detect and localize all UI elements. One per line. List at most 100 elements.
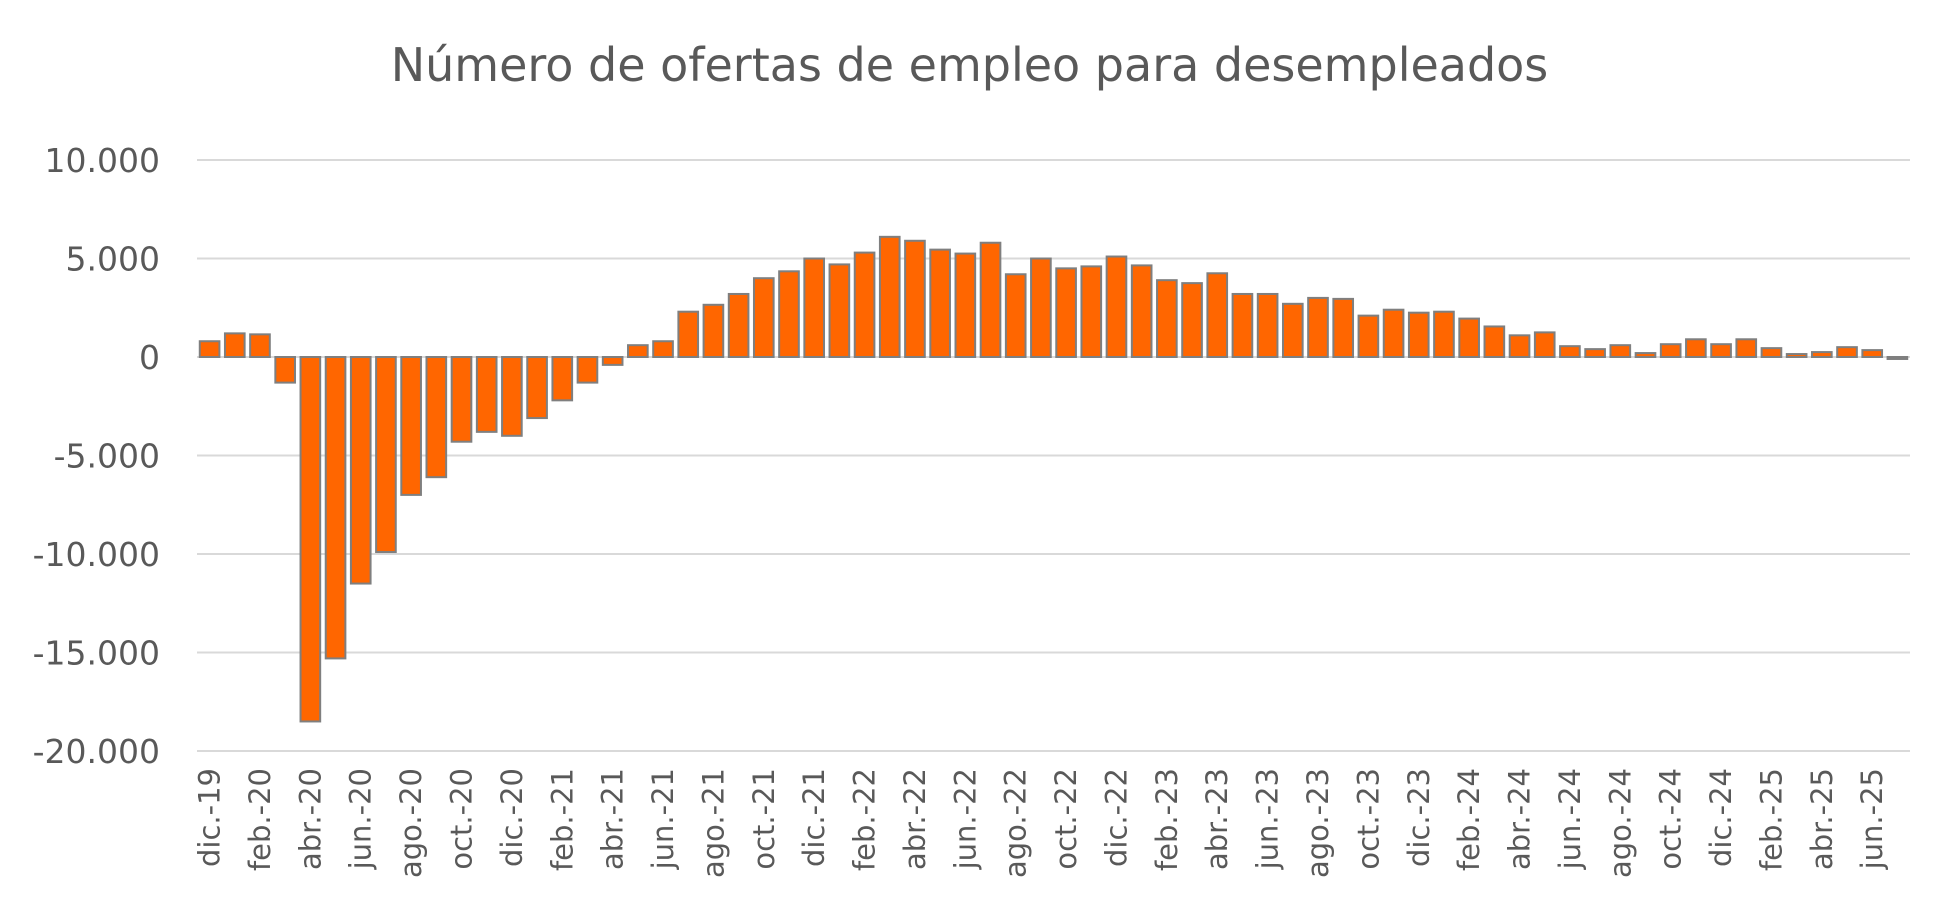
- bar-sep.-22: [1030, 257, 1052, 358]
- bar-dic.-24: [1710, 343, 1732, 359]
- y-tick-label: 0: [139, 338, 160, 377]
- y-tick-label: -5.000: [54, 437, 160, 476]
- bar-ene.-22: [828, 263, 851, 358]
- chart-title: Número de ofertas de empleo para desempl…: [390, 38, 1549, 92]
- bar-sep.-21: [727, 292, 750, 358]
- y-tick-label: -15.000: [33, 634, 160, 673]
- bar-feb.-24: [1458, 317, 1480, 358]
- bar-jun.-25: [1861, 349, 1884, 359]
- bar-jun.-23: [1256, 292, 1279, 358]
- y-tick-label: 10.000: [45, 141, 160, 180]
- bar-abr.-23: [1206, 272, 1229, 358]
- y-tick-label: 5.000: [66, 240, 160, 279]
- bar-dic.-23: [1407, 311, 1430, 358]
- bar-may.-20: [324, 356, 347, 660]
- bar-feb.-22: [853, 251, 876, 358]
- bar-ene.-23: [1130, 264, 1153, 358]
- bar-oct.-21: [752, 277, 775, 359]
- x-tick-label: jun.-24: [1553, 768, 1587, 870]
- x-tick-label: ago.-22: [999, 768, 1033, 878]
- x-tick-label: ago.-21: [696, 768, 730, 878]
- bar-ene.-25: [1735, 338, 1758, 358]
- x-tick-label: jun.-20: [344, 768, 378, 870]
- bar-ene.-24: [1433, 310, 1455, 359]
- bar-jun.-22: [954, 252, 977, 358]
- bar-mar.-24: [1483, 325, 1506, 358]
- x-tick-label: feb.-24: [1452, 768, 1486, 871]
- bar-jul.-22: [979, 241, 1002, 359]
- bar-jun.-24: [1559, 345, 1581, 359]
- bar-dic.-19: [198, 340, 221, 358]
- bar-feb.-21: [551, 356, 574, 402]
- x-tick-label: jun.-23: [1251, 768, 1285, 870]
- bar-oct.-24: [1659, 343, 1682, 359]
- x-tick-label: jun.-21: [646, 768, 680, 870]
- bar-may.-24: [1533, 331, 1556, 358]
- bar-ago.-24: [1609, 344, 1632, 358]
- bar-nov.-24: [1685, 338, 1707, 358]
- bar-nov.-20: [475, 356, 498, 433]
- x-tick-label: abr.-20: [293, 768, 327, 870]
- x-tick-label: jun.-22: [948, 768, 982, 870]
- x-tick-label: feb.-25: [1754, 768, 1788, 871]
- bar-feb.-20: [249, 333, 271, 359]
- bar-jun.-21: [652, 340, 674, 358]
- bar-nov.-21: [778, 270, 800, 358]
- bar-nov.-22: [1080, 265, 1103, 359]
- bar-sep.-23: [1332, 297, 1355, 359]
- x-tick-label: jun.-25: [1855, 768, 1889, 870]
- y-tick-label: -10.000: [33, 535, 160, 574]
- x-tick-label: abr.-21: [596, 768, 630, 870]
- x-tick-label: abr.-24: [1503, 768, 1537, 870]
- bar-abr.-21: [601, 356, 624, 366]
- bar-mar.-21: [576, 356, 599, 384]
- x-tick-label: dic.-24: [1704, 768, 1738, 867]
- bar-abr.-22: [904, 239, 926, 359]
- x-tick-label: feb.-23: [1150, 768, 1184, 871]
- bar-may.-23: [1231, 292, 1254, 358]
- bar-jul.-20: [375, 356, 397, 554]
- bar-dic.-20: [501, 356, 523, 437]
- x-tick-label: abr.-22: [898, 768, 932, 870]
- bar-abr.-20: [299, 356, 322, 723]
- x-tick-label: dic.-20: [495, 768, 529, 867]
- bar-nov.-23: [1382, 308, 1405, 358]
- bar-ago.-21: [702, 303, 725, 359]
- x-tick-label: dic.-22: [1099, 768, 1133, 867]
- x-tick-label: ago.-20: [394, 768, 428, 878]
- bar-jul.-23: [1281, 302, 1304, 358]
- bar-oct.-20: [450, 356, 473, 443]
- bar-dic.-21: [803, 257, 826, 358]
- x-tick-label: oct.-23: [1351, 768, 1385, 870]
- bar-sep.-20: [425, 356, 448, 479]
- bar-may.-25: [1836, 346, 1858, 358]
- bar-feb.-23: [1156, 279, 1178, 359]
- bar-feb.-25: [1760, 347, 1783, 359]
- bar-mar.-22: [878, 235, 901, 358]
- x-tick-label: feb.-22: [848, 768, 882, 871]
- bar-jul.-21: [677, 310, 700, 359]
- x-tick-label: abr.-25: [1805, 768, 1839, 870]
- x-tick-label: feb.-20: [243, 768, 277, 871]
- bar-abr.-24: [1508, 334, 1531, 358]
- bar-jul.-25: [1886, 356, 1909, 360]
- bar-oct.-22: [1055, 267, 1077, 359]
- bar-may.-22: [929, 248, 951, 358]
- bar-ago.-23: [1307, 296, 1329, 358]
- bar-jun.-20: [349, 356, 372, 585]
- bar-mar.-20: [274, 356, 296, 384]
- x-tick-label: abr.-23: [1200, 768, 1234, 870]
- x-tick-label: dic.-21: [797, 768, 831, 867]
- bar-dic.-22: [1105, 255, 1128, 358]
- x-tick-label: ago.-23: [1301, 768, 1335, 878]
- x-tick-label: oct.-21: [747, 768, 781, 870]
- y-tick-label: -20.000: [33, 732, 160, 771]
- bar-ago.-22: [1004, 273, 1027, 359]
- bar-jul.-24: [1584, 348, 1606, 358]
- bar-may.-21: [627, 344, 649, 358]
- x-tick-label: ago.-24: [1603, 768, 1637, 878]
- bar-mar.-25: [1785, 353, 1808, 359]
- bar-ene.-21: [526, 356, 548, 420]
